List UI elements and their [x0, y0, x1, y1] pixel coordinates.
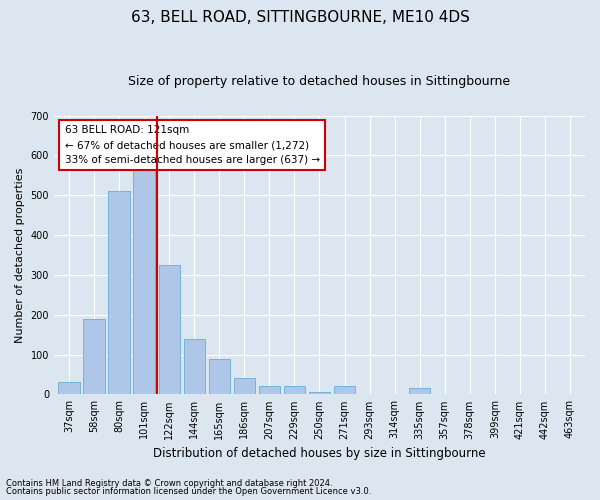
Text: Contains HM Land Registry data © Crown copyright and database right 2024.: Contains HM Land Registry data © Crown c… [6, 478, 332, 488]
Bar [58, 382, 80, 394]
Bar [83, 318, 104, 394]
Bar [209, 358, 230, 394]
Bar [184, 338, 205, 394]
Bar [284, 386, 305, 394]
Bar [409, 388, 430, 394]
Text: Contains public sector information licensed under the Open Government Licence v3: Contains public sector information licen… [6, 487, 371, 496]
Text: 63 BELL ROAD: 121sqm
← 67% of detached houses are smaller (1,272)
33% of semi-de: 63 BELL ROAD: 121sqm ← 67% of detached h… [65, 126, 320, 165]
Bar [259, 386, 280, 394]
Bar [334, 386, 355, 394]
Bar [109, 192, 130, 394]
Text: 63, BELL ROAD, SITTINGBOURNE, ME10 4DS: 63, BELL ROAD, SITTINGBOURNE, ME10 4DS [131, 10, 469, 25]
Bar [133, 170, 155, 394]
Bar [233, 378, 255, 394]
Bar [158, 265, 180, 394]
X-axis label: Distribution of detached houses by size in Sittingbourne: Distribution of detached houses by size … [153, 447, 486, 460]
Title: Size of property relative to detached houses in Sittingbourne: Size of property relative to detached ho… [128, 75, 511, 88]
Y-axis label: Number of detached properties: Number of detached properties [15, 168, 25, 342]
Bar [309, 392, 330, 394]
